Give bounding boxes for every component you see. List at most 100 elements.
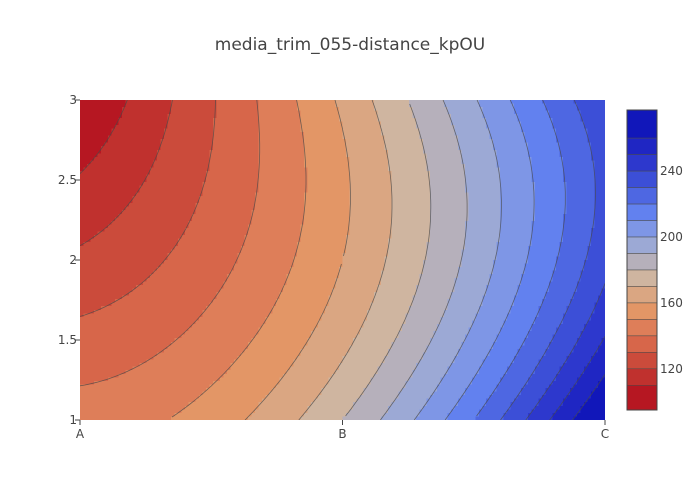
contour-cell: [283, 167, 288, 172]
contour-cell: [524, 132, 529, 137]
contour-cell: [143, 164, 148, 169]
contour-cell: [587, 110, 592, 115]
contour-cell: [430, 107, 435, 112]
contour-cell: [272, 146, 277, 151]
contour-cell: [241, 117, 246, 122]
contour-cell: [559, 135, 564, 140]
contour-cell: [419, 185, 424, 190]
contour-cell: [601, 171, 605, 176]
contour-cell: [367, 114, 372, 119]
contour-cell: [118, 142, 123, 147]
contour-cell: [237, 114, 242, 119]
contour-cell: [493, 164, 498, 169]
contour-cell: [101, 149, 106, 154]
contour-cell: [587, 117, 592, 122]
contour-cell: [409, 210, 414, 215]
contour-cell: [552, 114, 557, 119]
contour-cell: [318, 156, 323, 162]
contour-cell: [241, 196, 246, 201]
contour-cell: [202, 178, 207, 183]
contour-cell: [185, 181, 190, 186]
contour-cell: [318, 135, 323, 140]
contour-cell: [314, 114, 319, 119]
contour-cell: [409, 124, 414, 130]
contour-cell: [164, 210, 169, 215]
contour-cell: [293, 135, 298, 140]
contour-cell: [164, 156, 169, 162]
contour-cell: [136, 103, 141, 108]
contour-cell: [227, 213, 232, 218]
contour-cell: [332, 103, 337, 108]
contour-cell: [458, 103, 463, 108]
contour-cell: [192, 110, 197, 115]
contour-cell: [545, 196, 550, 201]
contour-cell: [584, 135, 589, 140]
contour-cell: [192, 167, 197, 172]
contour-cell: [458, 192, 463, 197]
contour-cell: [507, 185, 512, 190]
contour-cell: [157, 117, 162, 122]
contour-cell: [80, 171, 85, 176]
contour-cell: [374, 156, 379, 162]
contour-cell: [146, 114, 151, 119]
contour-cell: [104, 171, 109, 176]
contour-cell: [150, 132, 155, 137]
contour-cell: [178, 199, 183, 204]
contour-cell: [265, 199, 270, 204]
contour-cell: [181, 203, 186, 208]
contour-cell: [489, 164, 494, 169]
contour-cell: [108, 153, 113, 158]
contour-cell: [255, 181, 260, 186]
contour-cell: [598, 149, 603, 154]
contour-cell: [451, 107, 456, 112]
contour-cell: [220, 135, 225, 140]
contour-cell: [374, 199, 379, 204]
contour-cell: [479, 156, 484, 162]
contour-cell: [262, 132, 267, 137]
contour-cell: [101, 100, 106, 105]
contour-cell: [430, 128, 435, 133]
contour-cell: [80, 178, 85, 183]
contour-cell: [269, 206, 274, 211]
contour-cell: [178, 160, 183, 165]
contour-cell: [472, 167, 477, 172]
contour-cell: [276, 121, 281, 126]
contour-cell: [563, 114, 568, 119]
contour-cell: [440, 149, 445, 154]
contour-cell: [251, 196, 256, 201]
contour-cell: [545, 156, 550, 162]
contour-cell: [426, 178, 431, 183]
contour-cell: [244, 156, 249, 162]
contour-cell: [566, 117, 571, 122]
contour-cell: [300, 149, 305, 154]
contour-cell: [216, 167, 221, 172]
contour-cell: [230, 181, 235, 186]
contour-cell: [283, 178, 288, 183]
contour-cell: [206, 188, 211, 194]
contour-cell: [94, 121, 99, 126]
contour-cell: [328, 142, 333, 147]
contour-cell: [255, 117, 260, 122]
contour-cell: [342, 192, 347, 197]
contour-cell: [342, 100, 347, 105]
contour-cell: [517, 100, 522, 105]
contour-cell: [535, 210, 540, 215]
contour-cell: [489, 171, 494, 176]
contour-cell: [381, 213, 386, 218]
contour-cell: [206, 132, 211, 137]
contour-cell: [220, 174, 225, 179]
contour-cell: [577, 188, 582, 194]
contour-cell: [251, 181, 256, 186]
contour-cell: [538, 203, 543, 208]
contour-cell: [307, 171, 312, 176]
contour-cell: [220, 213, 225, 218]
contour-cell: [272, 174, 277, 179]
contour-cell: [377, 135, 382, 140]
contour-cell: [580, 139, 585, 144]
contour-cell: [412, 185, 417, 190]
contour-cell: [153, 100, 158, 105]
contour-cell: [104, 114, 109, 119]
contour-cell: [388, 199, 393, 204]
contour-cell: [430, 199, 435, 204]
contour-cell: [384, 153, 389, 158]
